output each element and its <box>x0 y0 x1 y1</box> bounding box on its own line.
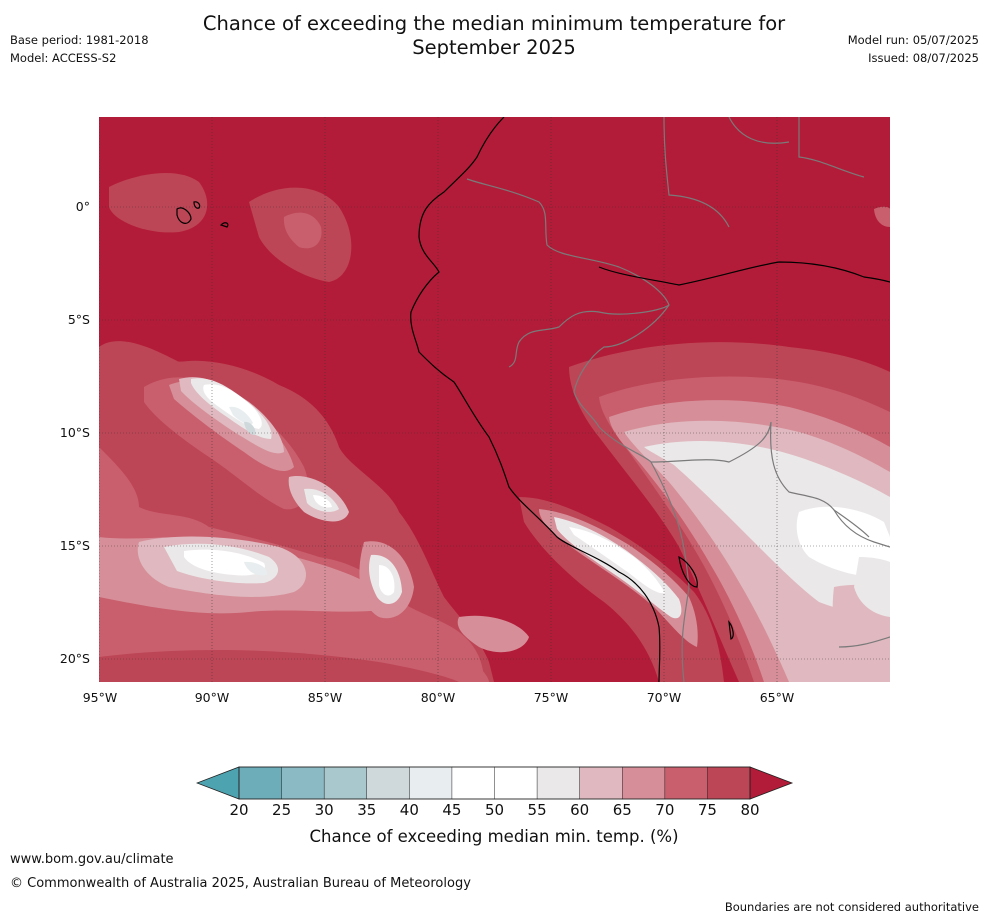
country-borders <box>466 117 890 682</box>
contour-35-nw <box>244 421 256 435</box>
colorbar-tick-30: 30 <box>314 801 334 819</box>
colorbar-tick-70: 70 <box>655 801 675 819</box>
lon-label-90w: 90°W <box>194 690 230 705</box>
title-line-1: Chance of exceeding the median minimum t… <box>202 12 786 35</box>
model-text: Model: ACCESS-S2 <box>10 51 117 65</box>
lon-label-75w: 75°W <box>533 690 569 705</box>
forecast-map <box>99 117 890 682</box>
colorbar-tick-20: 20 <box>229 801 249 819</box>
contour-70-north-right <box>874 206 890 227</box>
lat-label-0: 0° <box>75 199 90 214</box>
colorbar-bin-40-45 <box>409 766 453 800</box>
lon-label-65w: 65°W <box>759 690 795 705</box>
contour-45-south <box>244 561 268 576</box>
lat-label-20s: 20°S <box>59 651 90 666</box>
contour-70-nw <box>144 377 308 510</box>
colorbar-tick-50: 50 <box>484 801 505 819</box>
meta-left: Base period: 1981-2018 Model: ACCESS-S2 <box>10 31 149 67</box>
colorbar-bin-30-35 <box>323 766 368 800</box>
contour-75-galapagos <box>109 172 208 233</box>
lat-label-10s: 10°S <box>59 425 90 440</box>
lat-label-5s: 5°S <box>67 312 90 327</box>
contour-75-south-band <box>99 650 459 682</box>
colorbar-bin-20-25 <box>238 766 283 800</box>
contour-55-interior <box>644 441 890 617</box>
title-line-2: September 2025 <box>412 36 576 59</box>
contour-50-c1 <box>313 495 332 508</box>
contour-55-se <box>854 557 890 617</box>
colorbar-tick-40: 40 <box>399 801 419 819</box>
colorbar <box>196 766 794 800</box>
issued-text: Issued: 08/07/2025 <box>868 51 979 65</box>
colorbar-under-arrow <box>196 766 240 800</box>
contour-65-south-band <box>457 615 529 653</box>
model-run-text: Model run: 05/07/2025 <box>847 33 979 47</box>
page-title: Chance of exceeding the median minimum t… <box>0 12 988 60</box>
colorbar-tick-60: 60 <box>570 801 590 819</box>
contour-50-s2 <box>379 565 395 596</box>
lat-label-15s: 15°S <box>59 538 90 553</box>
contour-70-north <box>283 212 322 249</box>
colorbar-tick-25: 25 <box>272 801 292 819</box>
contour-50-south <box>184 549 265 576</box>
lon-label-80w: 80°W <box>420 690 456 705</box>
colorbar-tick-45: 45 <box>442 801 462 819</box>
colorbar-title: Chance of exceeding median min. temp. (%… <box>309 827 679 846</box>
contour-50-peru <box>569 527 665 594</box>
coastline <box>176 117 890 682</box>
colorbar-bin-75-80 <box>707 766 751 800</box>
colorbar-tick-65: 65 <box>612 801 632 819</box>
colorbar-bin-35-40 <box>366 766 410 800</box>
colorbar-tick-35: 35 <box>357 801 377 819</box>
meta-right: Model run: 05/07/2025 Issued: 08/07/2025 <box>848 31 979 67</box>
colorbar-tick-80: 80 <box>740 801 760 819</box>
footer-note: Boundaries are not considered authoritat… <box>724 900 979 914</box>
base-period-text: Base period: 1981-2018 <box>10 33 149 47</box>
colorbar-bin-50-55 <box>494 766 538 800</box>
contour-40-nw <box>229 406 253 425</box>
colorbar-bin-70-75 <box>664 766 708 800</box>
lon-label-95w: 95°W <box>82 690 118 705</box>
colorbar-over-arrow <box>749 766 794 800</box>
footer-url[interactable]: www.bom.gov.au/climate <box>10 852 174 867</box>
lon-label-85w: 85°W <box>307 690 343 705</box>
colorbar-bin-65-70 <box>622 766 666 800</box>
colorbar-bin-60-65 <box>579 766 623 800</box>
colorbar-tick-75: 75 <box>697 801 717 819</box>
lon-label-70w: 70°W <box>646 690 682 705</box>
footer-copyright: © Commonwealth of Australia 2025, Austra… <box>10 876 471 891</box>
colorbar-bin-55-60 <box>536 766 581 800</box>
colorbar-bin-45-50 <box>451 766 496 800</box>
gridlines <box>99 117 890 682</box>
colorbar-bin-25-30 <box>281 766 325 800</box>
colorbar-tick-55: 55 <box>527 801 547 819</box>
